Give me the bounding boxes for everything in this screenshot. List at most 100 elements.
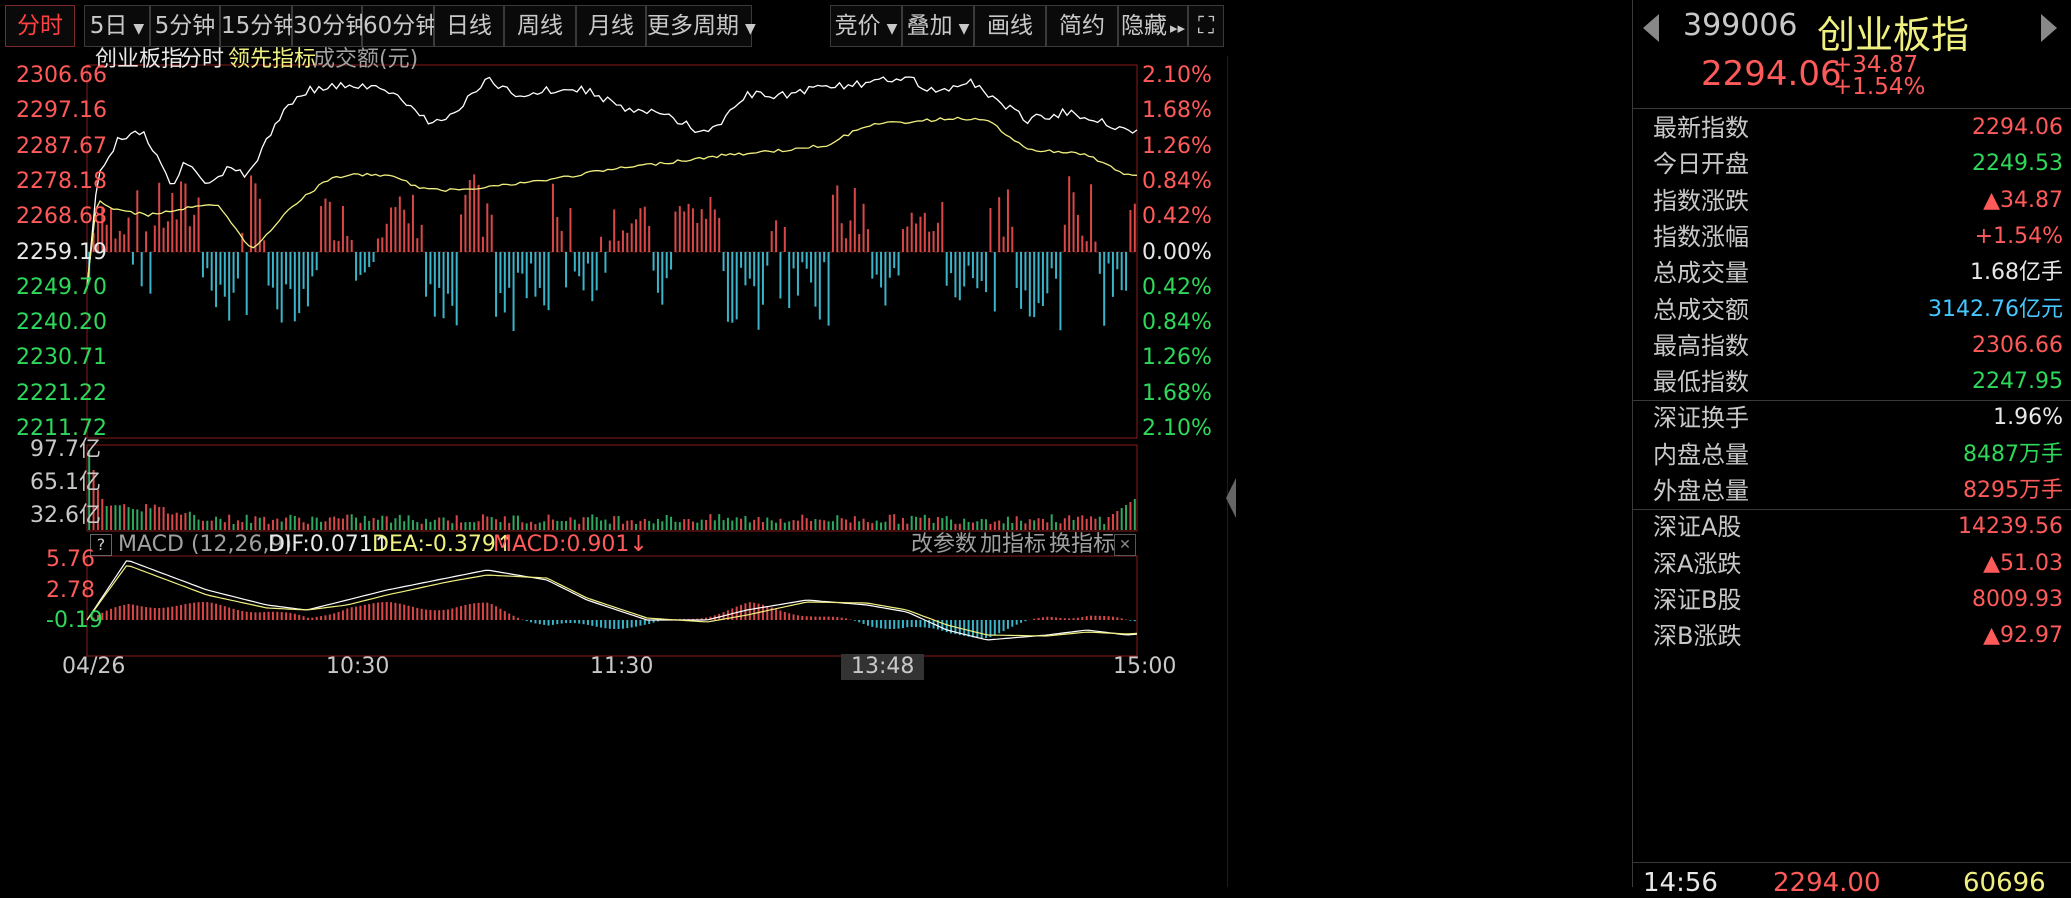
- quote-row: 深B涨跌 ▲92.97: [1643, 612, 2063, 660]
- time-tick-label: 04/26: [62, 654, 126, 679]
- tab-more-periods[interactable]: 更多周期 ▼: [646, 5, 756, 47]
- index-code: 399006: [1683, 8, 1798, 43]
- quote-row-label: 最高指数: [1653, 331, 1749, 360]
- chevron-down-icon: ▼: [745, 21, 756, 37]
- legend-amount: 成交额(元): [313, 47, 419, 72]
- quote-row-label: 最新指数: [1653, 114, 1749, 142]
- quote-row-value: 2294.06: [1972, 115, 2063, 140]
- next-index-icon[interactable]: [2041, 14, 2057, 46]
- quote-row-label: 总成交额: [1653, 295, 1749, 324]
- fullscreen-icon[interactable]: ⛶: [1188, 5, 1224, 47]
- quote-panel: 399006 创业板指 2294.06 +34.87 +1.54% 最新指数 22…: [1632, 0, 2071, 898]
- quote-row-label: 深证B股: [1653, 585, 1742, 614]
- tab-60min[interactable]: 60分钟: [362, 5, 438, 47]
- percent-tick-label: 2.10%: [1142, 63, 1212, 88]
- intraday-chart[interactable]: [0, 56, 1228, 887]
- tab-5day-label: 5日: [89, 13, 128, 39]
- chevron-down-icon: ▼: [958, 21, 970, 37]
- macd-tick-label: -0.19: [46, 608, 103, 633]
- tab-weekly[interactable]: 周线: [504, 5, 576, 47]
- tick-volume: 60696: [1963, 868, 2046, 898]
- quote-row-label: 总成交量: [1653, 259, 1749, 288]
- percent-tick-label: 0.42%: [1142, 274, 1212, 300]
- quote-row-value: 1.96%: [1993, 405, 2063, 431]
- quote-row-value: ▲34.87: [1983, 187, 2063, 213]
- quote-row-value: 8487万手: [1963, 441, 2063, 467]
- macd-tick-label: 5.76: [46, 547, 95, 572]
- index-name: 创业板指: [1817, 13, 1970, 57]
- macd-value: MACD:0.901↓: [493, 532, 648, 557]
- help-icon[interactable]: ?: [90, 534, 112, 556]
- quote-row: 外盘总量 8295万手: [1643, 467, 2063, 515]
- price-tick-label: 2306.66: [16, 63, 107, 88]
- auction-label: 竞价: [834, 13, 881, 39]
- double-chevron-right-icon: ▸▸: [1169, 19, 1186, 37]
- switch-indicator-button[interactable]: 换指标: [1049, 532, 1116, 557]
- quote-row: 最新指数 2294.06: [1643, 104, 2063, 152]
- draw-line-button[interactable]: 画线: [974, 5, 1046, 47]
- tab-5min[interactable]: 5分钟: [150, 5, 220, 47]
- quote-row-label: 深A涨跌: [1653, 549, 1742, 578]
- add-indicator-button[interactable]: 加指标: [980, 532, 1047, 557]
- quote-row: 深证B股 8009.93: [1643, 576, 2063, 624]
- quote-row-label: 深证换手: [1653, 404, 1749, 433]
- price-tick-label: 2278.18: [16, 168, 107, 194]
- overlay-button[interactable]: 叠加 ▼: [902, 5, 974, 47]
- collapse-panel-icon[interactable]: [1226, 478, 1236, 518]
- tab-intraday[interactable]: 分时: [5, 5, 75, 47]
- quote-row-label: 内盘总量: [1653, 440, 1749, 469]
- auction-button[interactable]: 竞价 ▼: [830, 5, 902, 47]
- quote-row-value: 2306.66: [1972, 332, 2063, 358]
- quote-row: 内盘总量 8487万手: [1643, 431, 2063, 479]
- tab-5day[interactable]: 5日 ▼: [84, 5, 150, 47]
- quote-row: 深A涨跌 ▲51.03: [1643, 540, 2063, 588]
- price-line: [86, 76, 1138, 289]
- quote-row: 深证A股 14239.56: [1643, 503, 2063, 551]
- price-tick-label: 2287.67: [16, 133, 107, 159]
- quote-row-label: 指数涨幅: [1653, 222, 1749, 251]
- macd-tick-label: 2.78: [46, 577, 95, 603]
- price-tick-label: 2211.72: [16, 416, 107, 441]
- hide-button[interactable]: 隐藏 ▸▸: [1118, 5, 1188, 47]
- tab-15min[interactable]: 15分钟: [220, 5, 296, 47]
- price-tick-label: 2297.16: [16, 98, 107, 124]
- tab-more-periods-label: 更多周期: [647, 13, 739, 39]
- quote-row-value: +1.54%: [1974, 223, 2063, 249]
- quote-row-value: ▲51.03: [1983, 550, 2063, 576]
- volume-panel-frame: [86, 444, 1138, 532]
- tab-30min[interactable]: 30分钟: [292, 5, 368, 47]
- dea-line: [86, 565, 1138, 637]
- simple-mode-button[interactable]: 简约: [1046, 5, 1118, 47]
- price-change-pct: +1.54%: [1833, 74, 1926, 100]
- period-toolbar: 分时 5日 ▼ 5分钟 15分钟 30分钟 60分钟 日线 周线 月线 更多周期 ▼…: [0, 0, 1624, 56]
- divider: [1633, 400, 2071, 402]
- legend-intraday: 分时: [180, 47, 225, 72]
- dif-line: [86, 560, 1138, 641]
- time-tick-label: 15:00: [1113, 654, 1177, 679]
- close-icon[interactable]: ✕: [1114, 534, 1136, 556]
- quote-row: 指数涨跌 ▲34.87: [1643, 177, 2063, 225]
- tab-monthly[interactable]: 月线: [576, 5, 646, 47]
- volume-tick-label: 32.6亿: [30, 503, 101, 528]
- quote-row-value: 8295万手: [1963, 478, 2063, 503]
- tick-time: 14:56: [1643, 868, 1718, 898]
- quote-row-label: 深B涨跌: [1653, 622, 1742, 651]
- quote-row: 总成交额 3142.76亿元: [1643, 286, 2063, 334]
- price-tick-label: 2221.22: [16, 380, 107, 406]
- time-tick-label: 13:48: [841, 654, 925, 680]
- price-tick-label: 2230.71: [16, 345, 107, 371]
- edit-params-button[interactable]: 改参数: [911, 532, 978, 557]
- quote-row: 最低指数 2247.95: [1643, 358, 2063, 406]
- price-change: +34.87: [1833, 52, 1919, 78]
- quote-row-label: 外盘总量: [1653, 477, 1749, 505]
- quote-row-label: 今日开盘: [1653, 150, 1749, 179]
- legend-leading-indicator: 领先指标: [228, 47, 317, 72]
- quote-row: 今日开盘 2249.53: [1643, 140, 2063, 188]
- quote-row-value: 3142.76亿元: [1928, 296, 2063, 322]
- quote-row-label: 指数涨跌: [1653, 186, 1749, 215]
- quote-row-label: 最低指数: [1653, 368, 1749, 397]
- prev-index-icon[interactable]: [1643, 14, 1659, 46]
- legend-index-name: 创业板指: [95, 47, 184, 72]
- tick-price: 2294.00: [1773, 868, 1881, 898]
- tab-daily[interactable]: 日线: [434, 5, 504, 47]
